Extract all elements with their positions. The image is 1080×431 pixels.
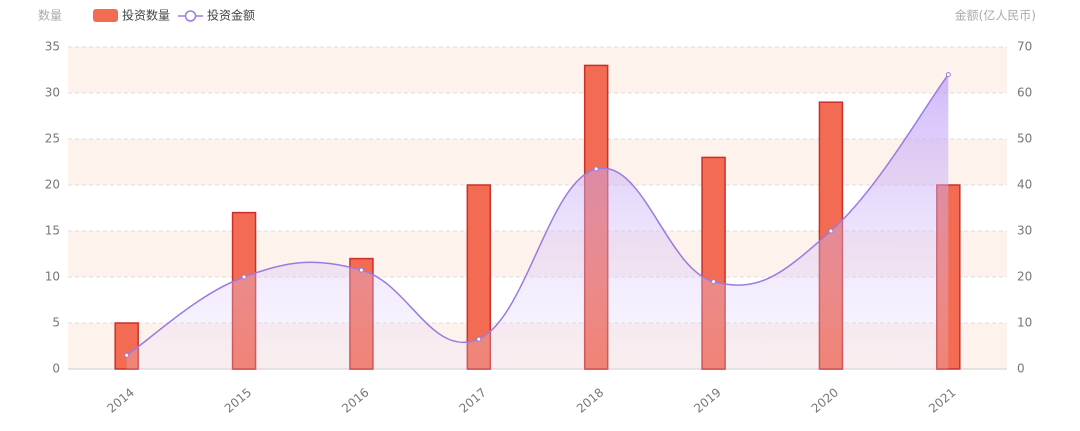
y2-tick-label: 50 — [1017, 132, 1032, 146]
y-tick-label: 0 — [52, 362, 60, 376]
y2-tick-label: 20 — [1017, 270, 1032, 284]
line-point — [476, 336, 482, 342]
line — [126, 74, 949, 356]
y-tick-label: 15 — [45, 224, 60, 238]
split-area — [68, 139, 1007, 185]
x-tick-label: 2019 — [691, 385, 723, 415]
y2-tick-label: 30 — [1017, 224, 1032, 238]
line-point — [241, 274, 247, 280]
y-tick-label: 25 — [45, 132, 60, 146]
line-point — [358, 267, 364, 273]
y2-tick-label: 10 — [1017, 316, 1032, 330]
y2-axis-label: 金额(亿人民币) — [955, 8, 1036, 23]
legend-label: 投资数量 — [122, 8, 170, 23]
line-area — [126, 74, 949, 369]
y-tick-label: 20 — [45, 178, 60, 192]
x-tick-label: 2014 — [104, 385, 136, 415]
line-point — [945, 72, 951, 78]
line-point — [124, 352, 130, 358]
x-tick-label: 2018 — [574, 385, 606, 415]
line-point — [593, 166, 599, 172]
line-point — [828, 228, 834, 234]
x-tick-label: 2021 — [926, 385, 958, 415]
y-axis-label: 数量 — [38, 8, 62, 23]
split-area — [68, 47, 1007, 93]
x-tick-label: 2020 — [809, 385, 841, 415]
x-tick-label: 2015 — [222, 385, 254, 415]
y-tick-label: 10 — [45, 270, 60, 284]
line-point — [711, 279, 717, 285]
y2-tick-label: 40 — [1017, 178, 1032, 192]
y-tick-label: 35 — [45, 40, 60, 54]
y-tick-label: 30 — [45, 86, 60, 100]
y2-tick-label: 0 — [1017, 362, 1025, 376]
legend-swatch — [184, 10, 197, 22]
legend-label: 投资金额 — [207, 8, 255, 23]
y-tick-label: 5 — [52, 316, 60, 330]
x-tick-label: 2016 — [339, 385, 371, 415]
y2-tick-label: 70 — [1017, 40, 1032, 54]
x-tick-label: 2017 — [457, 385, 489, 415]
legend-swatch — [93, 9, 118, 22]
y2-tick-label: 60 — [1017, 86, 1032, 100]
